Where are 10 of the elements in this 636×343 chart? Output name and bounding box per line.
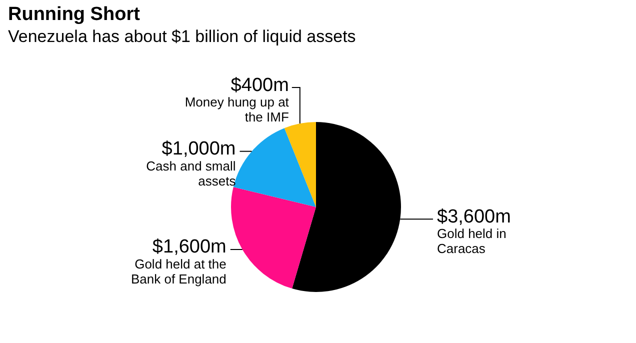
slice-label: Gold held in Caracas <box>437 226 506 256</box>
slice-label: Gold held at the Bank of England <box>130 256 226 287</box>
chart-subtitle: Venezuela has about $1 billion of liquid assets <box>8 27 356 47</box>
data-label: $3,600m <box>437 206 511 228</box>
data-label: $400m <box>230 74 289 96</box>
data-label: $1,000m <box>162 138 236 160</box>
slice-label: Cash and small assets <box>146 158 236 188</box>
chart-title: Running Short <box>8 4 140 26</box>
slice-label: Money hung up at the IMF <box>184 94 290 125</box>
data-label: $1,600m <box>152 236 226 258</box>
